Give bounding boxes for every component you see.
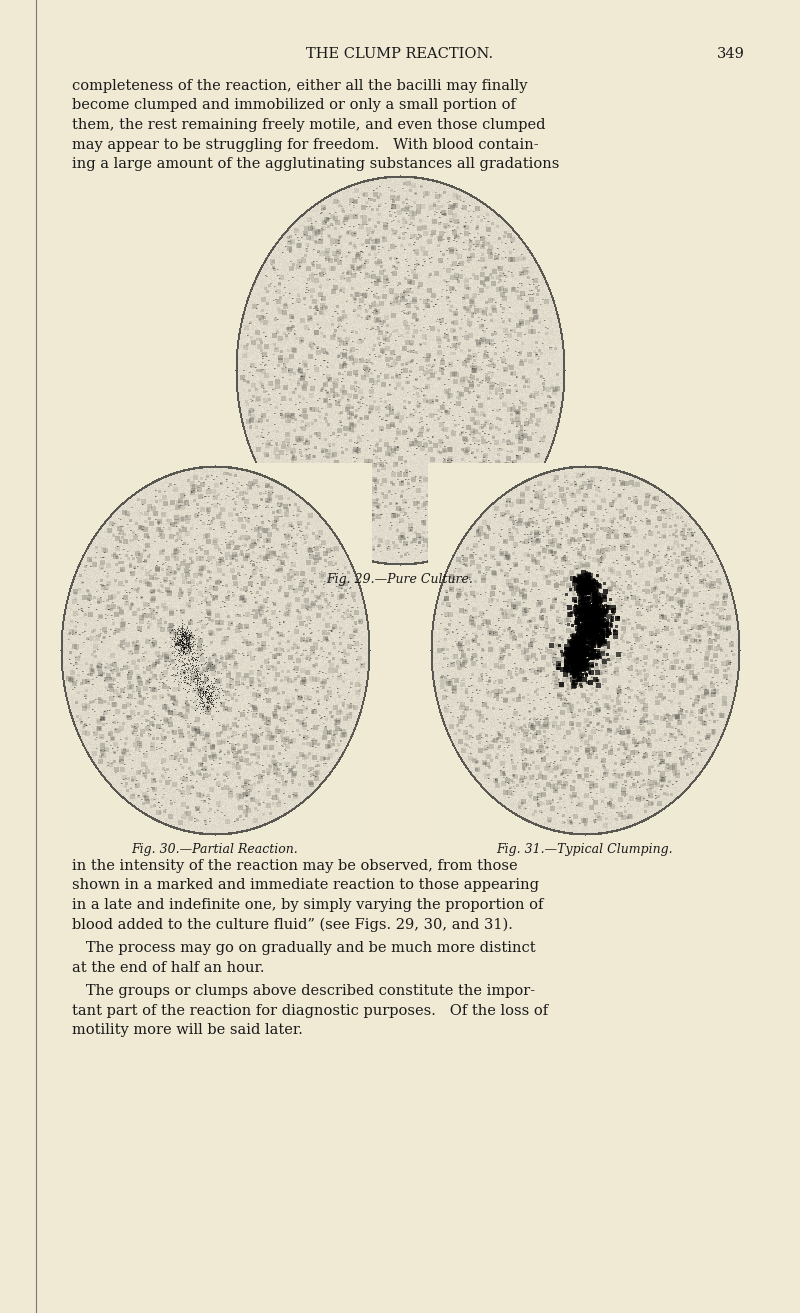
Text: motility more will be said later.: motility more will be said later.: [72, 1023, 303, 1037]
Text: ing a large amount of the agglutinating substances all gradations: ing a large amount of the agglutinating …: [72, 158, 559, 171]
Text: Fig. 29.—Pure Culture.: Fig. 29.—Pure Culture.: [326, 572, 474, 586]
Text: them, the rest remaining freely motile, and even those clumped: them, the rest remaining freely motile, …: [72, 118, 546, 133]
Text: Fig. 31.—Typical Clumping.: Fig. 31.—Typical Clumping.: [497, 843, 674, 856]
Text: blood added to the culture fluid” (see Figs. 29, 30, and 31).: blood added to the culture fluid” (see F…: [72, 916, 513, 931]
Text: 349: 349: [717, 47, 745, 60]
Text: The process may go on gradually and be much more distinct: The process may go on gradually and be m…: [72, 941, 536, 955]
Text: THE CLUMP REACTION.: THE CLUMP REACTION.: [306, 47, 494, 60]
Text: become clumped and immobilized or only a small portion of: become clumped and immobilized or only a…: [72, 98, 516, 113]
Text: shown in a marked and immediate reaction to those appearing: shown in a marked and immediate reaction…: [72, 878, 539, 893]
Text: in a late and indefinite one, by simply varying the proportion of: in a late and indefinite one, by simply …: [72, 898, 543, 913]
Text: The groups or clumps above described constitute the impor-: The groups or clumps above described con…: [72, 983, 535, 998]
Text: in the intensity of the reaction may be observed, from those: in the intensity of the reaction may be …: [72, 859, 518, 873]
Text: at the end of half an hour.: at the end of half an hour.: [72, 961, 265, 974]
Text: tant part of the reaction for diagnostic purposes.   Of the loss of: tant part of the reaction for diagnostic…: [72, 1003, 548, 1018]
Text: may appear to be struggling for freedom.   With blood contain-: may appear to be struggling for freedom.…: [72, 138, 538, 151]
Text: completeness of the reaction, either all the bacilli may finally: completeness of the reaction, either all…: [72, 79, 527, 93]
Text: Fig. 30.—Partial Reaction.: Fig. 30.—Partial Reaction.: [132, 843, 298, 856]
